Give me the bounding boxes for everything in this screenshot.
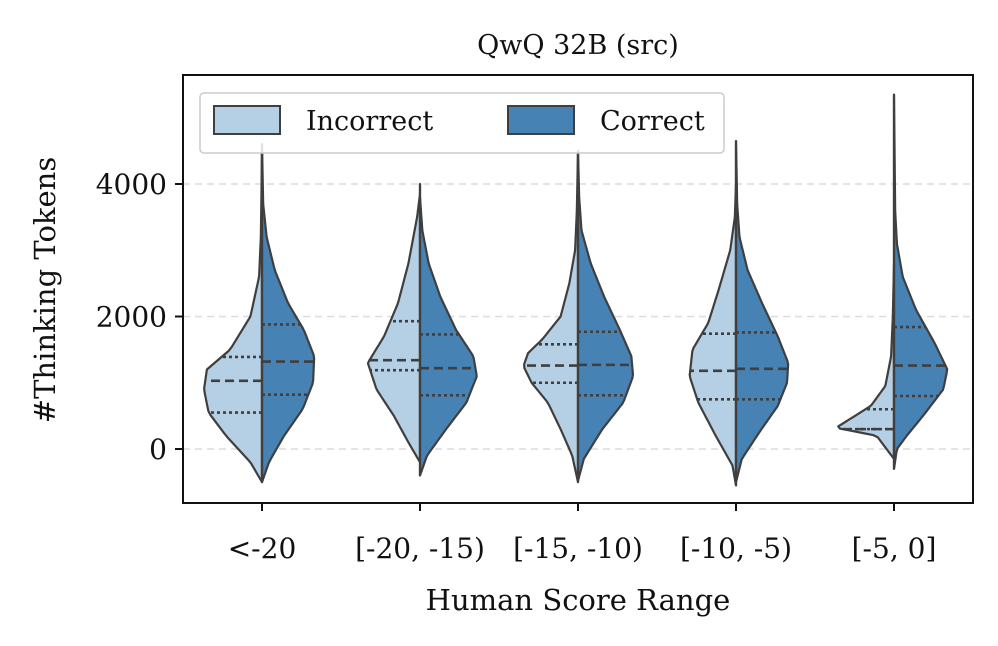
legend-label-correct: Correct: [600, 106, 705, 137]
x-axis-label: Human Score Range: [426, 583, 731, 617]
legend-swatch-correct: [507, 105, 575, 135]
legend: Incorrect Correct: [199, 92, 725, 154]
legend-frame: [199, 92, 725, 154]
violin-incorrect-0: [203, 143, 264, 484]
violin-incorrect-3: [688, 182, 738, 487]
violin-plots: [203, 93, 949, 487]
x-tick-label: [-20, -15): [355, 532, 485, 565]
y-tick-label: 2000: [96, 301, 167, 334]
x-tick-label: <-20: [228, 532, 297, 565]
axes: 0 2000 4000 <-20 [-20, -15) [-15, -10) [-10, -…: [96, 74, 974, 565]
violin-correct-2: [576, 149, 635, 482]
legend-label-incorrect: Incorrect: [306, 106, 433, 137]
x-tick-label: [-5, 0]: [852, 532, 937, 565]
violin-correct-1: [418, 196, 478, 477]
violin-correct-3: [734, 139, 790, 484]
y-axis-label: #Thinking Tokens: [28, 157, 62, 423]
chart-title: QwQ 32B (src): [477, 30, 679, 61]
violin-correct-4: [892, 93, 949, 470]
x-tick-label: [-15, -10): [513, 532, 643, 565]
violin-correct-0: [260, 143, 316, 484]
y-tick-label: 0: [149, 433, 167, 466]
y-tick-label: 4000: [96, 168, 167, 201]
x-tick-label: [-10, -5): [680, 532, 792, 565]
legend-swatch-incorrect: [213, 105, 281, 135]
violin-incorrect-1: [366, 182, 422, 464]
